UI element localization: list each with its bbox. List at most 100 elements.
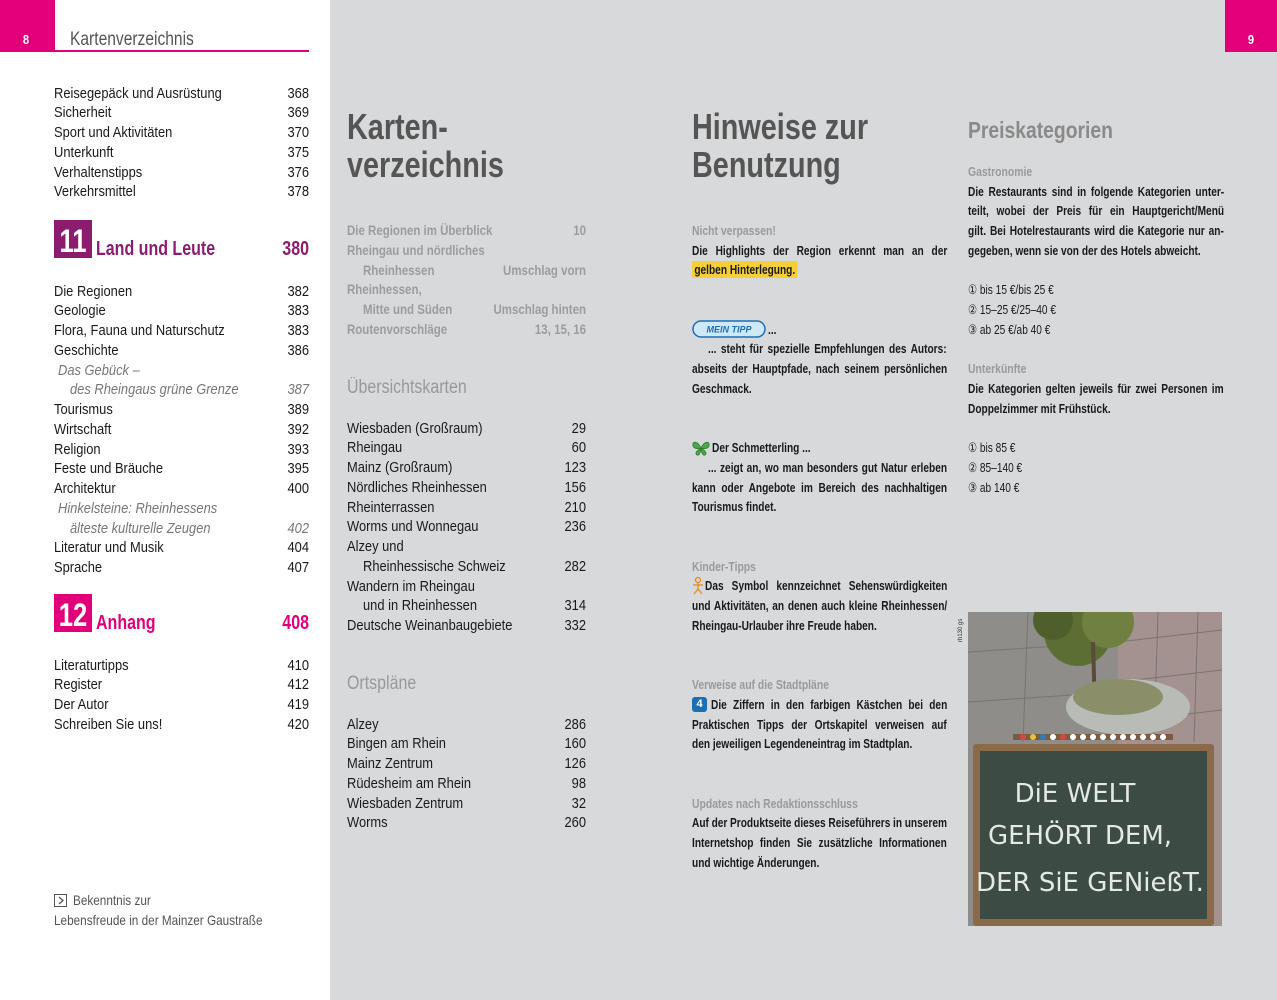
entry-page: 387 [287,381,309,399]
chalk-text: DiE WELT [1015,779,1136,809]
list-heading: Übersichtskarten [347,376,467,398]
section-title: Preiskategorien [968,116,1113,143]
entry-title: Bingen am Rhein [347,735,446,753]
entry-title: Rheinhessen, [347,281,422,298]
entry-title: Geschichte [54,341,119,359]
entry-page: 420 [287,715,309,733]
entry-title: Rheinterrassen [347,498,435,516]
text-line: ... steht für spezielle Empfehlungen des… [708,340,947,358]
entry-page: 389 [287,401,309,418]
entry-page: 395 [287,460,309,478]
text-run: in den farbigen Kästchen bei den [764,696,948,712]
price-item: ① bis 15 €/bis 25 € [968,282,1054,298]
entry-title: Rheinhessen [363,261,435,278]
text-line: gegeben, wenn sie von der des Hotels abw… [968,242,1224,260]
text-line: Praktischen Tipps der Ortskapitel verwei… [692,716,947,734]
entry-page: 404 [287,539,309,557]
entry-page: 123 [564,459,586,476]
entry-page: 383 [287,302,309,320]
entry-title: Mainz (Großraum) [347,459,453,476]
text-line: gilt. Bei Hotelrestaurants wird die Kate… [968,222,1224,240]
chapter-number: 11 [59,222,87,259]
entry-title: Register [54,676,103,694]
child-head [694,576,702,583]
entry-title: Wiesbaden Zentrum [347,794,464,812]
entry-page: 412 [287,676,309,694]
note-heading: Nicht verpassen! [692,222,776,238]
text-run: ... [768,321,777,337]
text-run: ... zeigt an, wo man besonders gut Natur… [708,459,948,475]
entry-title: Reisegepäck und Ausrüstung [54,84,222,102]
entry-page: 29 [571,419,586,437]
entry-title: Mitte und Süden [363,301,453,318]
price-item: ③ ab 140 € [968,479,1020,495]
entry-title: Hinkelsteine: Rheinhessens [58,499,218,517]
text-line: Rheingau-Urlauber ihre Freude haben. [692,617,947,635]
text-run: Internetshop finden Sie zusätzliche Info… [692,835,947,851]
entry-title: Rüdesheim am Rhein [347,774,472,792]
entry-page: 386 [287,341,309,359]
chapter-title: Land und Leute [96,238,216,260]
entry-title: des Rheingaus grüne Grenze [70,381,239,399]
entry-title: Routenvorschläge [347,320,448,337]
entry-page: Umschlag vorn [503,261,586,278]
header-rule [55,50,309,52]
text-run: Der Schmetterling ... [712,440,811,456]
entry-page: 407 [287,559,309,576]
text-run: verweisen auf [867,716,947,732]
entry-page: 160 [564,735,586,753]
page-number-box [1225,0,1277,52]
text-run: Die Restaurants sind in folgende Kategor… [968,183,1225,199]
entry-title: Der Autor [54,696,109,713]
text-run: gegeben, wenn sie von der des Hotels abw… [968,242,1201,258]
text-line: Die Restaurants sind in folgende Kategor… [968,183,1224,201]
chapter-title: Anhang [96,612,156,634]
text-run: ... steht für spezielle Empfehlungen des… [708,341,947,357]
entry-page: 236 [564,518,586,536]
entry-page: 332 [564,617,586,634]
note-heading: Gastronomie [968,163,1033,179]
entry-page: 368 [287,84,309,102]
page-number: 8 [22,31,30,47]
entry-page: 98 [571,774,586,792]
entry-title: älteste kulturelle Zeugen [70,519,211,537]
text-run: kann oder Angebote im Bereich des nachha… [692,479,948,495]
entry-title: Die Regionen im Überblick [347,222,493,239]
entry-title: Rheingau und nördliches [347,241,485,258]
entry-title: Alzey und [347,538,404,555]
entry-page: 282 [564,557,586,575]
entry-title: Worms [347,814,388,832]
entry-page: 369 [287,104,309,122]
entry-title: Mainz Zentrum [347,755,434,772]
section-title: Benutzung [692,143,841,185]
entry-title: Tourismus [54,401,113,418]
text-line: ... zeigt an, wo man besonders gut Natur… [708,459,947,477]
entry-page: 378 [287,183,309,201]
entry-title: Worms und Wonnegau [347,518,479,536]
text-run: Die Highlights der Region erkennt man an… [692,242,948,258]
number-box: 4 [692,697,707,712]
entry-title: Unterkunft [54,143,114,161]
text-run: Praktischen Tipps der Ortskapitel [692,716,868,732]
text-line: Das Symbol kennzeichnet Sehenswürdigkeit… [705,577,947,595]
chapter-number: 12 [58,596,88,633]
butterfly-icon [692,441,710,456]
text-line: Doppelzimmer mit Frühstück. [968,400,1224,418]
text-run: Auf der Produktseite dieses Reiseführers… [692,815,947,831]
badge-shape [692,320,766,338]
note-heading: Unterkünfte [968,361,1027,377]
entry-page: 126 [564,755,586,772]
entry-title: Sport und Aktivitäten [54,124,173,141]
text-line: und Aktivitäten, an denen auch kleine Rh… [692,597,947,615]
chapter-box [54,220,92,258]
entry-page: 314 [564,597,586,615]
photo-credit: rh130 gs [958,619,964,642]
text-run: gilt. Bei Hotelrestaurants wird die Kate… [968,223,1224,239]
text-line: gelben Hinterlegung. [692,261,947,279]
entry-title: Verkehrsmittel [54,183,136,201]
text-line: Die Kategorien gelten jeweils für zwei P… [968,380,1224,398]
text-line: Auf der Produktseite dieses Reiseführers… [692,814,947,832]
chalk-text: GEHÖRT DEM, [988,819,1172,851]
section-title: verzeichnis [347,143,504,185]
